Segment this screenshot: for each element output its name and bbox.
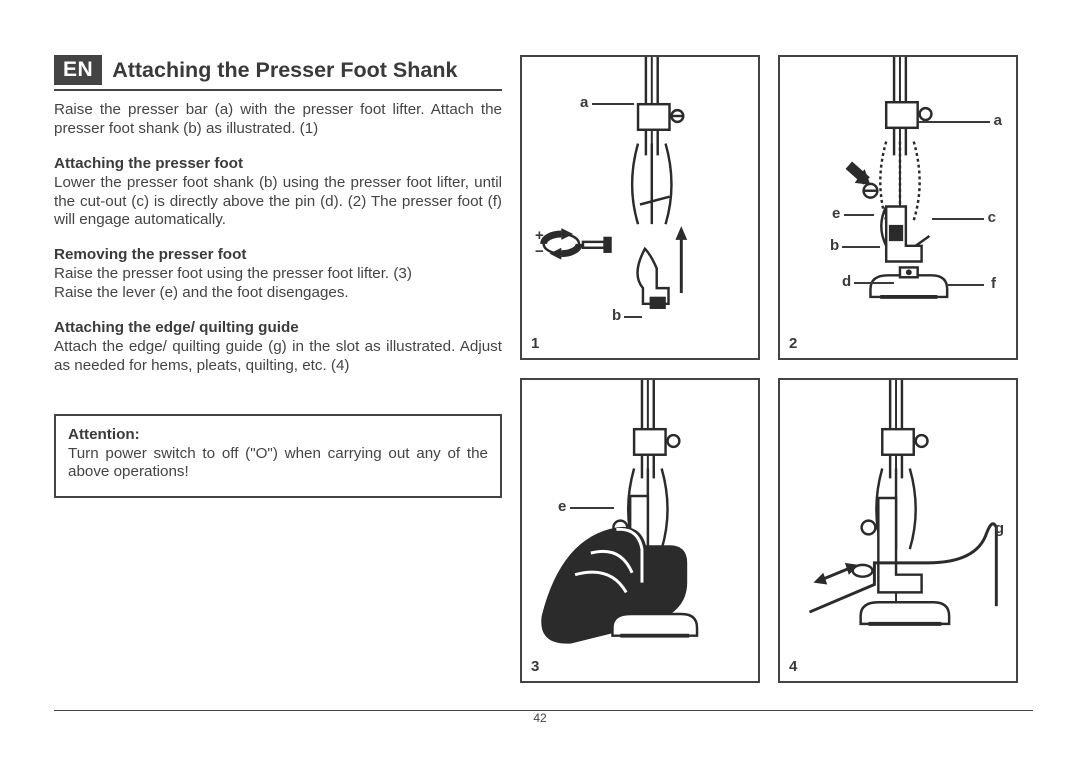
intro-paragraph: Raise the presser bar (a) with the press…	[54, 101, 502, 139]
section-remove-foot: Removing the presser foot Raise the pres…	[54, 246, 502, 303]
label-e: e	[558, 498, 566, 515]
label-d: d	[842, 273, 851, 290]
label-a: a	[994, 112, 1002, 129]
section-edge-guide: Attaching the edge/ quilting guide Attac…	[54, 319, 502, 376]
label-minus: −	[535, 243, 544, 260]
leader-line	[844, 214, 874, 216]
manual-page: EN Attaching the Presser Foot Shank Rais…	[54, 55, 1033, 695]
leader-line	[948, 284, 984, 286]
figure-3-sketch	[522, 380, 758, 675]
leader-line	[570, 507, 614, 509]
label-plus: +	[535, 227, 544, 244]
figure-column: a + − b 1	[520, 55, 1018, 695]
figure-1-sketch	[522, 57, 758, 352]
leader-line	[842, 246, 880, 248]
section-body: Lower the presser foot shank (b) using t…	[54, 174, 502, 231]
section-heading: Attaching the edge/ quilting guide	[54, 319, 502, 336]
figure-1: a + − b 1	[520, 55, 760, 360]
page-number: 42	[0, 711, 1080, 725]
label-f: f	[991, 275, 996, 292]
figure-number: 4	[789, 658, 797, 675]
figure-4-sketch	[780, 380, 1016, 675]
figure-2: a e c b d f 2	[778, 55, 1018, 360]
label-a: a	[580, 94, 588, 111]
attention-box: Attention: Turn power switch to off ("O"…	[54, 414, 502, 499]
label-b: b	[830, 237, 839, 254]
section-heading: Attaching the presser foot	[54, 155, 502, 172]
figure-number: 3	[531, 658, 539, 675]
label-b: b	[612, 307, 621, 324]
leader-line	[932, 218, 984, 220]
attention-body: Turn power switch to off ("O") when carr…	[68, 445, 488, 483]
figure-number: 2	[789, 335, 797, 352]
section-attach-foot: Attaching the presser foot Lower the pre…	[54, 155, 502, 231]
section-heading: Removing the presser foot	[54, 246, 502, 263]
leader-line	[854, 282, 894, 284]
figure-3: e 3	[520, 378, 760, 683]
leader-line	[624, 316, 642, 318]
leader-line	[918, 121, 990, 123]
section-body: Raise the presser foot using the presser…	[54, 265, 502, 303]
text-column: EN Attaching the Presser Foot Shank Rais…	[54, 55, 502, 695]
leader-line	[592, 103, 634, 105]
figure-4: g 4	[778, 378, 1018, 683]
figure-2-sketch	[780, 57, 1016, 352]
figure-grid: a + − b 1	[520, 55, 1018, 683]
title-row: EN Attaching the Presser Foot Shank	[54, 55, 502, 91]
section-body: Attach the edge/ quilting guide (g) in t…	[54, 338, 502, 376]
label-c: c	[988, 209, 996, 226]
page-title: Attaching the Presser Foot Shank	[112, 58, 457, 83]
language-badge: EN	[54, 55, 102, 85]
label-g: g	[995, 520, 1004, 537]
attention-heading: Attention:	[68, 426, 488, 443]
figure-number: 1	[531, 335, 539, 352]
label-e: e	[832, 205, 840, 222]
